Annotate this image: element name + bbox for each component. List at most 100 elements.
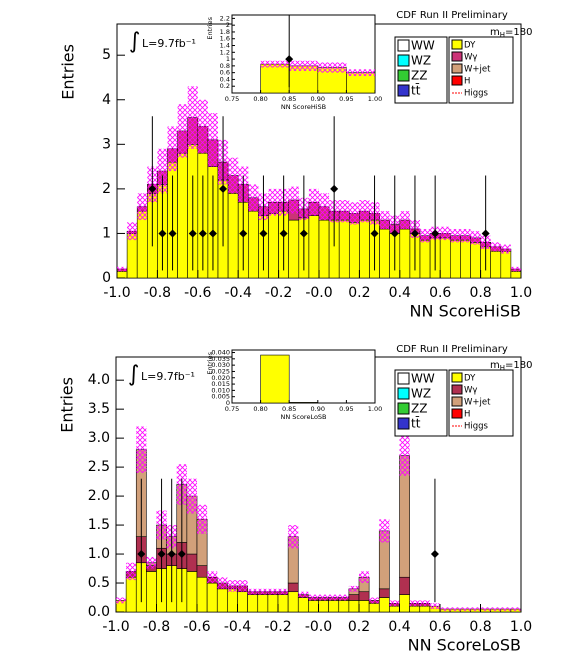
histogram-bar: [409, 605, 421, 613]
x-tick-label: 0.85: [282, 95, 296, 103]
histogram-bar: [116, 271, 128, 279]
y-tick-label: 0.010: [211, 386, 230, 394]
histogram-bar: [318, 219, 330, 279]
mass-subscript: H: [500, 31, 505, 39]
y-tick-label: 0.030: [211, 361, 230, 369]
y-tick-label: 4.0: [88, 372, 110, 388]
mass-value: =180: [505, 360, 532, 371]
y-tick-label: 0.035: [211, 355, 230, 363]
histogram-bar: [348, 594, 360, 601]
histogram-bar: [227, 588, 238, 613]
x-tick-label: 0.90: [311, 405, 325, 413]
histogram-bar: [399, 594, 410, 613]
legend-swatch: [397, 417, 410, 430]
inset-x-label: NN ScoreHiSB: [281, 103, 326, 111]
data-point: [431, 229, 440, 238]
x-tick-label: 0.8: [469, 619, 491, 635]
legend-label: ZZ: [411, 69, 427, 83]
histogram-bar: [297, 597, 309, 613]
legend-label: DY: [464, 374, 476, 384]
uncertainty-band: [117, 266, 128, 272]
mass-symbol: m: [490, 27, 500, 38]
uncertainty-band: [248, 184, 259, 212]
y-tick-label: 1.4: [220, 42, 230, 50]
y-axis-label: Entries: [58, 377, 77, 433]
y-tick-label: 3: [102, 136, 111, 152]
uncertainty-band: [177, 104, 188, 158]
uncertainty-band: [137, 193, 148, 221]
uncertainty-band: [359, 571, 370, 584]
data-point: [167, 550, 176, 559]
legend-label: W+jet: [464, 65, 491, 75]
y-tick-label: 1: [226, 55, 230, 63]
mass-value: =180: [505, 27, 532, 38]
x-tick-label: 0.4: [389, 285, 411, 301]
uncertainty-band: [247, 588, 258, 595]
uncertainty-band: [207, 571, 218, 584]
histogram-bar: [368, 603, 380, 613]
histogram-bar: [348, 600, 360, 613]
histogram-bar: [318, 600, 329, 613]
histogram-bar: [288, 219, 300, 279]
legend-label: Wγ: [464, 386, 477, 396]
chart-title: CDF Run II Preliminary: [396, 10, 508, 21]
y-tick-label: 0.4: [220, 75, 230, 83]
histogram-bar: [378, 588, 390, 598]
histogram-bar: [378, 597, 390, 613]
histogram-bar: [288, 402, 319, 404]
histogram-bar: [419, 239, 431, 279]
uncertainty-band: [450, 607, 461, 611]
x-tick-label: -1.0: [102, 619, 129, 635]
histogram-bar: [267, 594, 279, 613]
legend-label: tt̄: [411, 416, 421, 430]
x-tick-label: -0.4: [225, 285, 252, 301]
x-tick-label: 0.75: [225, 95, 239, 103]
uncertainty-band: [197, 504, 208, 534]
uncertainty-band: [116, 597, 127, 604]
x-tick-label: 0.2: [348, 619, 370, 635]
data-point: [188, 229, 197, 238]
legend-label: WW: [411, 39, 435, 53]
uncertainty-band: [359, 200, 370, 223]
uncertainty-band: [440, 226, 451, 241]
integral-sign: ∫: [129, 29, 140, 54]
data-point: [137, 550, 146, 559]
uncertainty-band: [127, 222, 138, 241]
data-point: [239, 229, 248, 238]
uncertainty-band: [187, 86, 198, 149]
data-point: [299, 229, 308, 238]
histogram-bar: [328, 600, 340, 613]
y-tick-label: 0: [102, 270, 111, 286]
uncertainty-band: [319, 193, 330, 221]
uncertainty-band: [268, 188, 279, 216]
uncertainty-band: [339, 200, 350, 223]
histogram-bar: [206, 582, 218, 613]
histogram-bar: [247, 594, 259, 613]
histogram-bar: [358, 591, 370, 601]
legend-label: ZZ: [411, 402, 427, 416]
histogram-bar: [196, 576, 208, 613]
data-point: [390, 229, 399, 238]
uncertainty-band: [470, 607, 481, 611]
legend-label: W+jet: [464, 398, 491, 408]
x-tick-label: -0.8: [143, 619, 170, 635]
data-point: [158, 229, 167, 238]
y-tick-label: 0.6: [220, 69, 230, 77]
uncertainty-band: [308, 188, 319, 216]
uncertainty-band: [237, 580, 248, 592]
uncertainty-band: [289, 60, 318, 71]
uncertainty-band: [369, 597, 380, 604]
title-box: [388, 8, 515, 22]
legend-swatch: [451, 384, 463, 395]
uncertainty-band: [346, 69, 375, 77]
data-point: [430, 550, 439, 559]
data-point: [285, 55, 294, 64]
x-tick-label: -0.8: [144, 285, 171, 301]
x-tick-label: -0.0: [305, 619, 332, 635]
x-tick-label: -0.2: [265, 285, 292, 301]
uncertainty-band: [288, 525, 299, 549]
histogram-bar: [260, 63, 290, 94]
legend-swatch: [397, 39, 410, 52]
data-point: [177, 550, 186, 559]
histogram-bar: [358, 600, 370, 613]
